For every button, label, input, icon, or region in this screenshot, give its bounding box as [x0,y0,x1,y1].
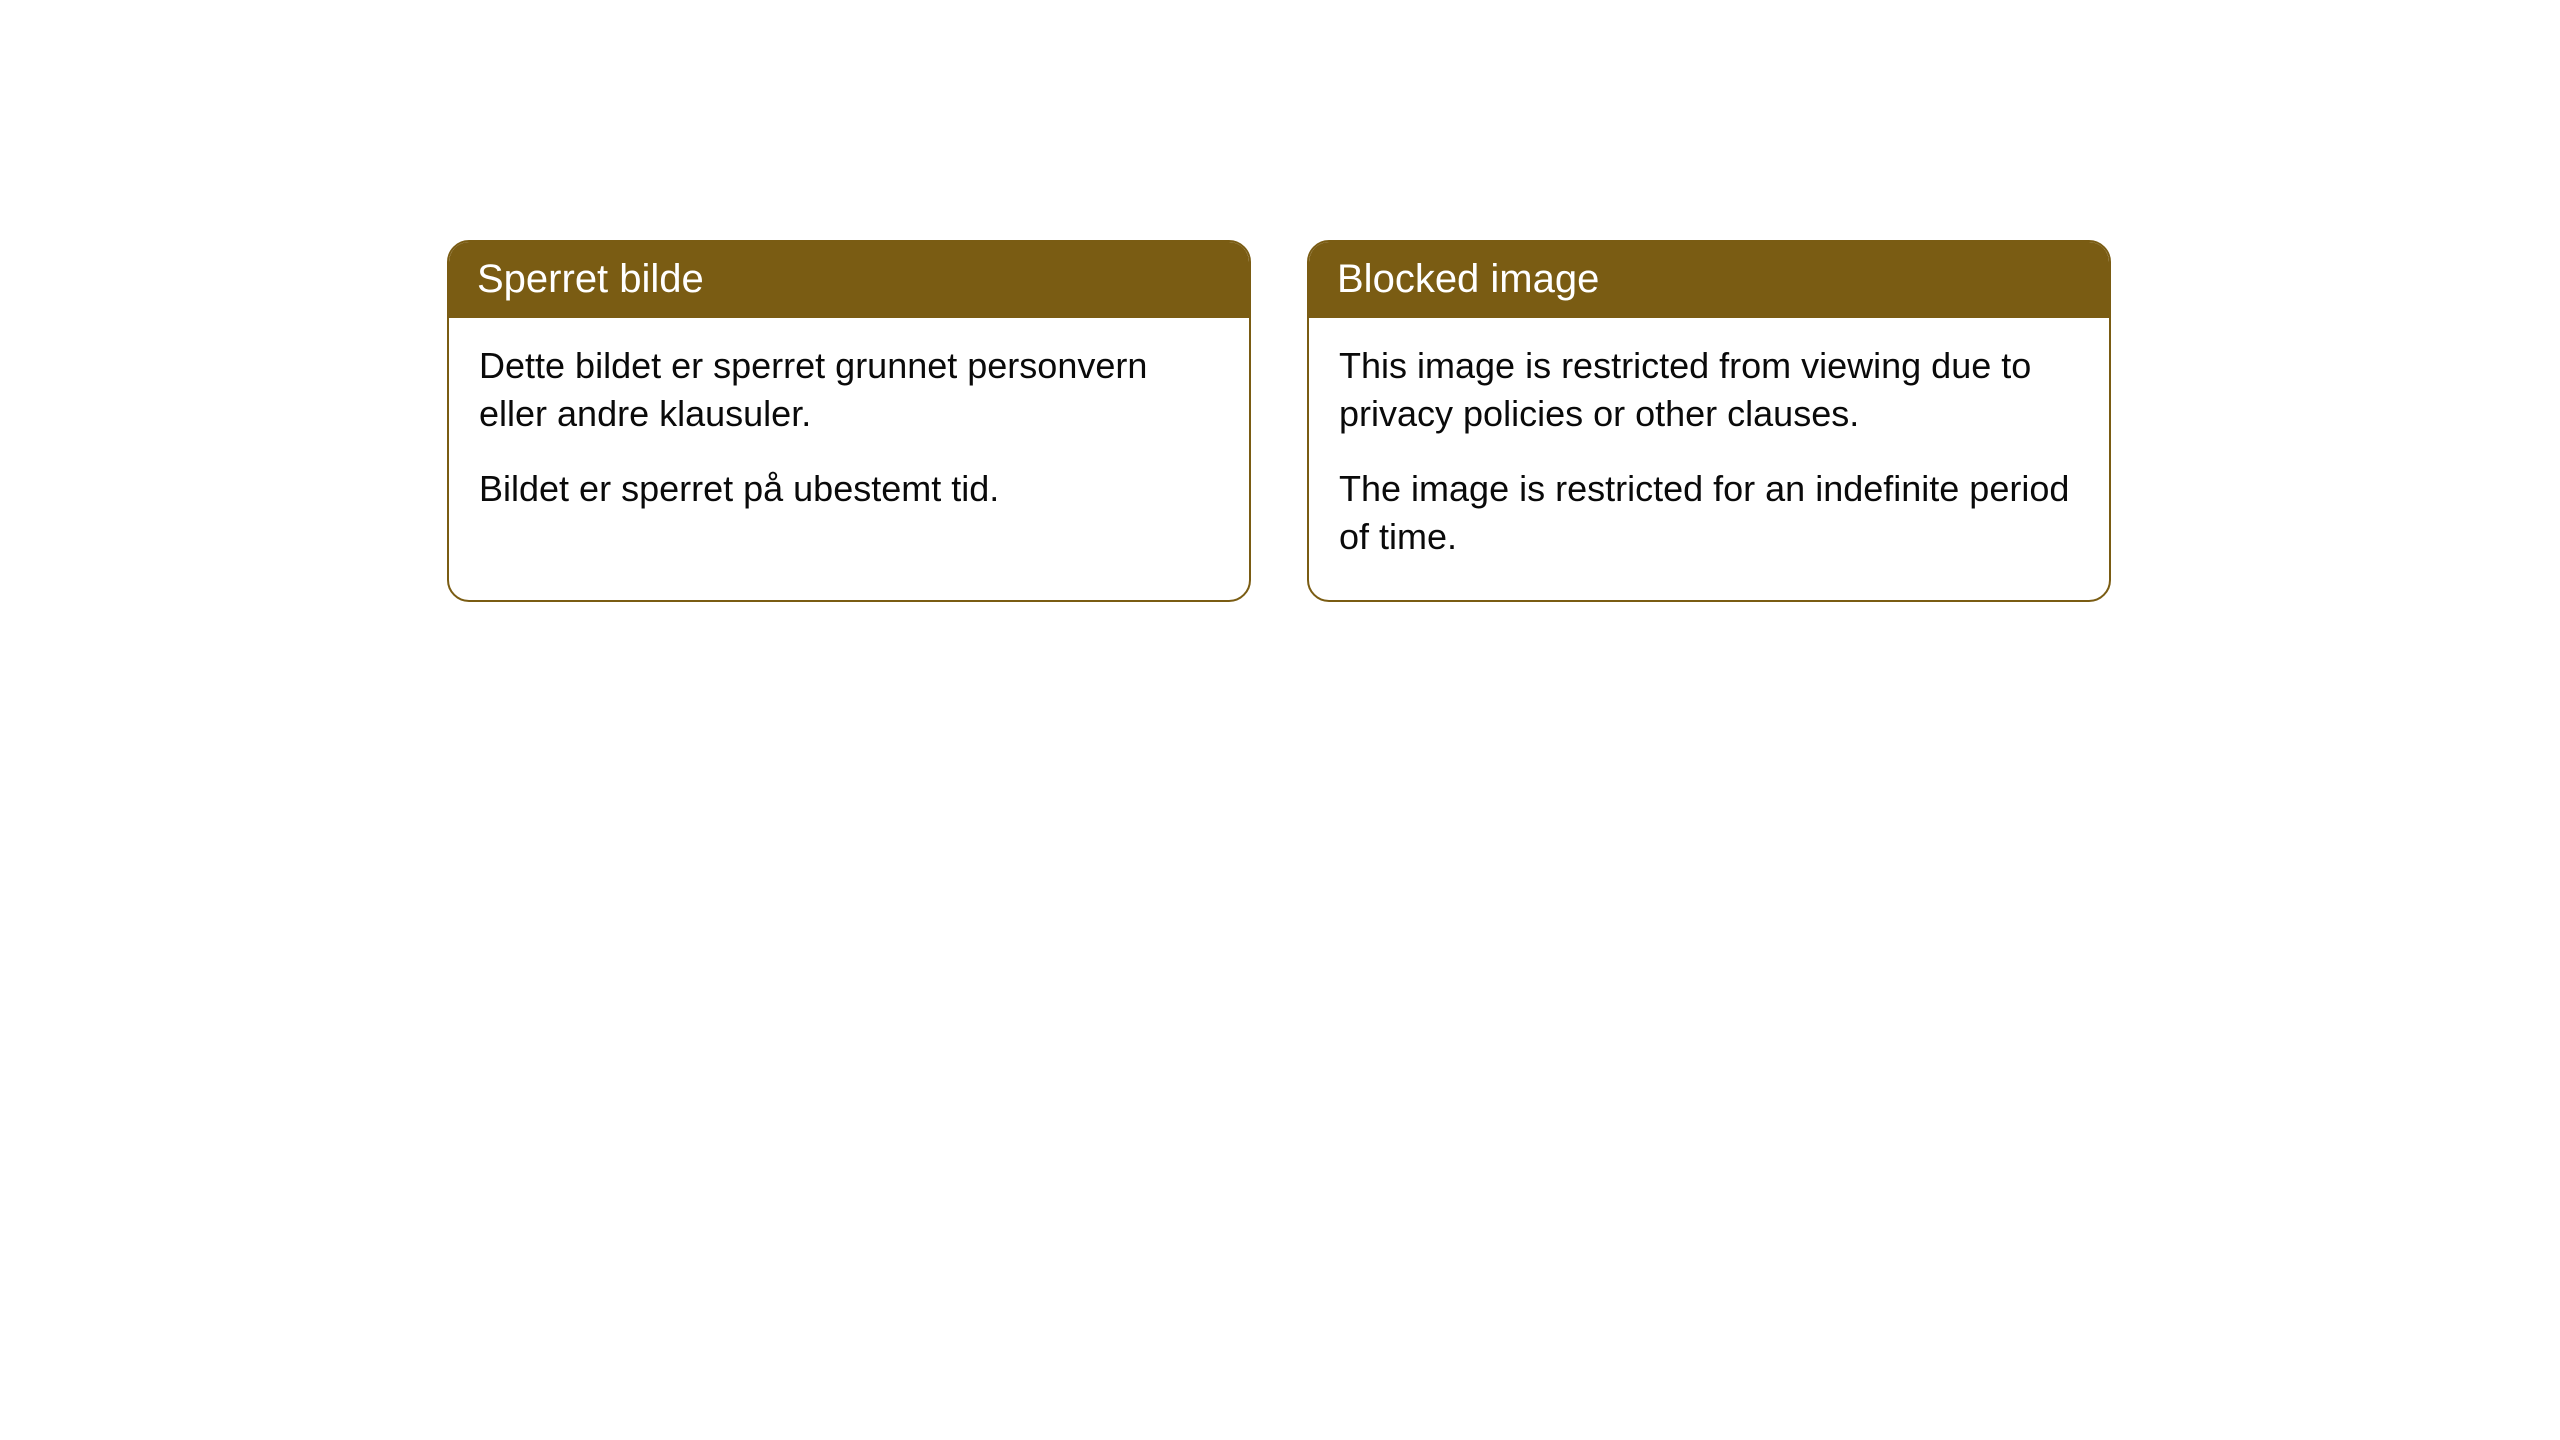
card-text-norwegian-1: Dette bildet er sperret grunnet personve… [479,342,1219,437]
card-text-norwegian-2: Bildet er sperret på ubestemt tid. [479,465,1219,513]
card-body-norwegian: Dette bildet er sperret grunnet personve… [449,318,1249,553]
notice-card-english: Blocked image This image is restricted f… [1307,240,2111,602]
notice-cards-container: Sperret bilde Dette bildet er sperret gr… [447,240,2560,602]
notice-card-norwegian: Sperret bilde Dette bildet er sperret gr… [447,240,1251,602]
card-header-norwegian: Sperret bilde [449,242,1249,318]
card-text-english-1: This image is restricted from viewing du… [1339,342,2079,437]
card-body-english: This image is restricted from viewing du… [1309,318,2109,600]
card-text-english-2: The image is restricted for an indefinit… [1339,465,2079,560]
card-header-english: Blocked image [1309,242,2109,318]
